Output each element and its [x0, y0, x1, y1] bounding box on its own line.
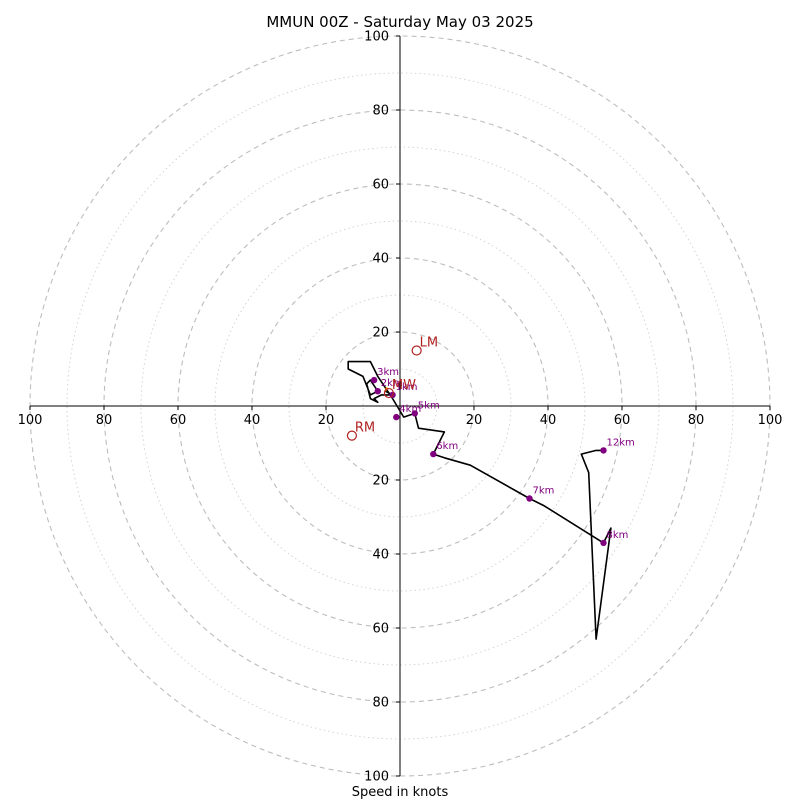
height-marker-12km: [600, 447, 607, 454]
tick-labels: 100 80 60 40 20 20 40 60 80 100 100 80 60 40 20 20 40 60 8…: [18, 30, 783, 785]
y-tick-label: 20: [372, 474, 389, 489]
x-tick-label: 20: [466, 413, 483, 428]
chart-title: MMUN 00Z - Saturday May 03 2025: [266, 13, 533, 31]
storm-motion-label: MW: [392, 378, 416, 393]
x-tick-label: 40: [540, 413, 557, 428]
height-marker-7km: [526, 495, 533, 502]
x-tick-label: 60: [170, 413, 187, 428]
x-tick-label: 20: [318, 413, 335, 428]
storm-motion-label: LM: [420, 336, 438, 351]
height-marker-label: 7km: [533, 486, 555, 497]
y-tick-label: 40: [372, 548, 389, 563]
y-tick-label: 80: [372, 696, 389, 711]
x-axis-label: Speed in knots: [352, 785, 449, 800]
height-marker-label: 4km: [399, 404, 421, 415]
x-tick-label: 100: [758, 413, 783, 428]
axes: [29, 35, 771, 777]
height-marker-label: 6km: [436, 441, 458, 452]
x-tick-label: 80: [96, 413, 113, 428]
storm-motion-lm: [411, 345, 422, 356]
storm-motion-mw: [383, 387, 394, 399]
height-marker-8km: [600, 539, 607, 547]
height-marker-label: 12km: [607, 437, 635, 448]
x-tick-label: 40: [244, 413, 261, 428]
hodograph-line: [347, 360, 612, 640]
x-tick-label: 100: [18, 413, 43, 428]
x-tick-label: 80: [688, 413, 705, 428]
y-tick-label: 20: [372, 326, 389, 341]
storm-motion-rm: [346, 430, 357, 441]
y-tick-label: 40: [372, 252, 389, 267]
height-marker-label: 3km: [377, 367, 399, 378]
hodograph-trace: [347, 360, 612, 640]
height-marker-6km: [430, 450, 437, 458]
storm-motion-label: RM: [355, 421, 375, 436]
height-marker-3km: [370, 376, 378, 384]
y-tick-label: 60: [372, 622, 389, 637]
height-marker-5km: [411, 410, 418, 417]
height-marker-4km: [393, 413, 400, 421]
x-tick-label: 60: [614, 413, 631, 428]
height-marker-label: 8km: [607, 530, 629, 541]
height-marker-label: 5km: [418, 400, 440, 411]
y-tick-label: 100: [364, 30, 389, 45]
y-tick-label: 80: [372, 104, 389, 119]
height-marker-label: 2km: [381, 378, 403, 389]
y-tick-label: 100: [364, 770, 389, 785]
y-tick-label: 60: [372, 178, 389, 193]
height-marker-label: 1km: [396, 382, 418, 393]
height-marker-2km: [374, 388, 381, 395]
storm-motion-markers: LM RM MW: [346, 336, 438, 441]
